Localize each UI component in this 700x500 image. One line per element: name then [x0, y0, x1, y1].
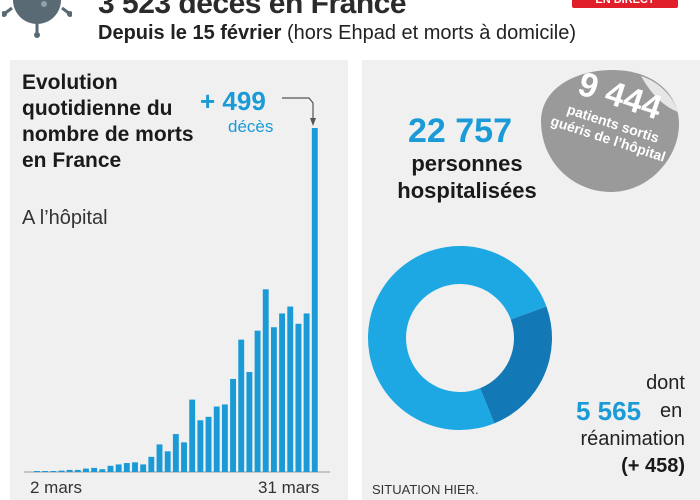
- headline: 3 523 décès en France: [98, 0, 407, 20]
- bar: [164, 451, 171, 472]
- bar: [303, 313, 310, 472]
- bar: [254, 330, 261, 472]
- chart-subtitle: A l’hôpital: [22, 207, 108, 229]
- annotation-label: décès: [228, 117, 274, 136]
- subtitle-note: (hors Ehpad et morts à domicile): [281, 22, 576, 44]
- live-badge: EN DIRECT: [572, 0, 678, 8]
- subtitle-date: Depuis le 15 février: [98, 22, 282, 44]
- annotation-leader-line: [282, 97, 314, 120]
- bar: [148, 456, 155, 472]
- bar: [181, 442, 187, 472]
- bar: [221, 404, 228, 472]
- bar: [91, 467, 98, 472]
- bar: [132, 462, 138, 472]
- donut-segment-icu: [480, 306, 552, 424]
- hospital-donut-chart: [368, 246, 552, 430]
- icu-count: 5 565: [576, 396, 642, 426]
- source-note: SITUATION HIER.: [372, 482, 479, 497]
- bar: [230, 378, 236, 472]
- icu-delta: (+ 458): [621, 455, 685, 477]
- bar: [156, 444, 163, 472]
- bar: [66, 469, 73, 472]
- bar: [262, 289, 269, 472]
- bar: [115, 464, 122, 472]
- x-tick-label: 31 mars: [258, 478, 320, 497]
- bar: [295, 323, 302, 472]
- bar: [42, 471, 49, 472]
- bar: [140, 464, 147, 472]
- bar: [246, 372, 253, 472]
- bar: [238, 339, 245, 472]
- bar: [213, 406, 220, 472]
- bar: [107, 465, 114, 472]
- x-tick-label: 2 mars: [30, 478, 82, 497]
- dont-label: dont: [646, 372, 685, 394]
- bar: [205, 416, 212, 472]
- bar: [279, 313, 286, 472]
- hospitalized-count: 22 757: [408, 112, 512, 150]
- icu-en-label: en: [660, 400, 683, 422]
- hospitalized-label: personnes hospitalisées: [397, 151, 537, 203]
- bar: [34, 471, 40, 472]
- bar: [83, 468, 89, 472]
- icu-label: réanimation: [580, 428, 685, 450]
- bar: [172, 434, 179, 472]
- discharged-sticker: 9 444 patients sortisguéris de l’hôpital: [541, 66, 679, 192]
- chart-title: Evolution quotidienne du nombre de morts…: [22, 71, 194, 172]
- bar: [270, 327, 277, 472]
- bar: [189, 399, 196, 472]
- bar: [123, 463, 130, 472]
- annotation-value: + 499: [200, 86, 266, 116]
- bar: [197, 420, 204, 472]
- annotation-arrow-icon: [310, 118, 316, 126]
- bar: [74, 469, 81, 472]
- bar: [99, 469, 106, 472]
- virus-icon: [2, 0, 72, 38]
- bar: [311, 128, 318, 472]
- bar: [58, 470, 65, 472]
- bar: [287, 306, 294, 472]
- subtitle: Depuis le 15 février (hors Ehpad et mort…: [98, 22, 576, 45]
- donut-segment-hospitalized: [368, 246, 547, 430]
- bar: [50, 471, 57, 472]
